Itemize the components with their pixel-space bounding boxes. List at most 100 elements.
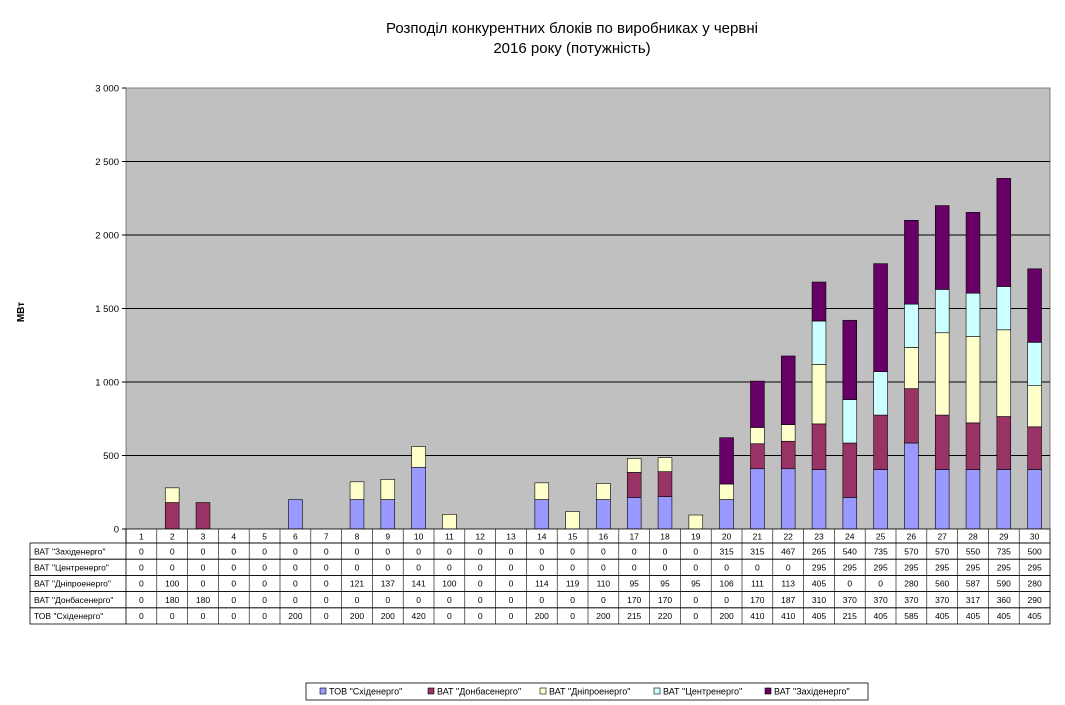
bar-segment [719, 499, 734, 530]
bar-segment [780, 424, 796, 442]
bar-segment [411, 466, 426, 530]
chart-title-line1: Розподіл конкурентних блоків по виробник… [386, 20, 758, 37]
bar-segment [195, 502, 211, 530]
bar-segment [965, 336, 981, 424]
table-cell-value: 215 [627, 611, 641, 621]
bar-segment [1027, 268, 1042, 343]
bar-segment [750, 443, 765, 470]
table-cell-value: 295 [966, 563, 980, 573]
bar-segment [842, 399, 858, 444]
category-label: 28 [968, 532, 978, 542]
category-label: 13 [506, 532, 516, 542]
table-cell-value: 0 [262, 611, 267, 621]
category-label: 16 [599, 532, 609, 542]
legend-label: ВАТ "Центренерго" [663, 687, 742, 697]
bar-segment [164, 502, 180, 530]
table-cell-value: 121 [350, 579, 364, 589]
table-cell-value: 0 [231, 595, 236, 605]
table-cell-value: 0 [416, 563, 421, 573]
table-cell-value: 95 [691, 579, 701, 589]
table-cell-value: 200 [720, 611, 734, 621]
bar-segment [380, 499, 396, 530]
table-cell-value: 0 [324, 579, 329, 589]
legend-label: ВАТ "Дніпроенерго" [549, 687, 630, 697]
table-cell-value: 0 [385, 595, 390, 605]
category-label: 24 [845, 532, 855, 542]
bar-segment [626, 472, 642, 498]
table-cell-value: 180 [196, 595, 210, 605]
category-label: 26 [907, 532, 917, 542]
table-cell-value: 570 [904, 546, 918, 556]
table-cell-value: 0 [231, 579, 236, 589]
bar-segment [780, 355, 796, 425]
bar-segment [965, 469, 981, 530]
bar-segment [750, 468, 765, 530]
table-cell-value: 370 [843, 595, 857, 605]
table-cell-value: 0 [262, 546, 267, 556]
table-cell-value: 0 [201, 546, 206, 556]
table-cell-value: 141 [412, 579, 426, 589]
table-cell-value: 0 [755, 563, 760, 573]
table-cell-value: 0 [478, 579, 483, 589]
table-cell-value: 0 [139, 546, 144, 556]
bar-segment [873, 263, 888, 373]
table-cell-value: 0 [570, 563, 575, 573]
category-label: 21 [753, 532, 763, 542]
table-cell-value: 405 [997, 611, 1011, 621]
table-cell-value: 0 [539, 595, 544, 605]
bar-segment [965, 292, 981, 337]
table-cell-value: 110 [597, 579, 611, 589]
grid-lines [126, 161, 1050, 456]
y-tick-label: 0 [114, 525, 119, 536]
table-cell-value: 295 [874, 563, 888, 573]
category-label: 17 [629, 532, 639, 542]
bar-segment [750, 427, 765, 445]
table-cell-value: 0 [478, 595, 483, 605]
table-cell-value: 370 [874, 595, 888, 605]
table-cell-value: 0 [478, 563, 483, 573]
category-label: 29 [999, 532, 1009, 542]
category-label: 30 [1030, 532, 1040, 542]
table-cell-value: 405 [1028, 611, 1042, 621]
bar-segment [565, 511, 580, 530]
bar-segment [904, 303, 919, 348]
table-cell-value: 405 [812, 579, 826, 589]
bar-segment [596, 499, 611, 530]
table-cell-value: 0 [139, 563, 144, 573]
table-cell-value: 420 [412, 611, 426, 621]
table-cell-value: 200 [596, 611, 610, 621]
table-cell-value: 0 [293, 546, 298, 556]
table-cell-value: 0 [478, 546, 483, 556]
bar-segment [811, 469, 827, 530]
table-cell-value: 170 [627, 595, 641, 605]
table-cell-value: 180 [165, 595, 179, 605]
table-cell-value: 280 [904, 579, 918, 589]
table-cell-value: 0 [509, 546, 514, 556]
table-cell-value: 0 [324, 563, 329, 573]
table-cell-value: 0 [632, 546, 637, 556]
table-cell-value: 405 [966, 611, 980, 621]
bar-segment [934, 205, 950, 290]
bar-segment [873, 469, 888, 530]
bar-segment [626, 497, 642, 530]
table-cell-value: 0 [262, 563, 267, 573]
y-tick-label: 3 000 [95, 84, 119, 95]
table-cell-value: 0 [509, 563, 514, 573]
table-cell-value: 370 [935, 595, 949, 605]
table-cell-value: 295 [812, 563, 826, 573]
bar-segment [1027, 469, 1042, 530]
bar-segment [442, 513, 457, 530]
table-cell-value: 0 [693, 595, 698, 605]
table-cell-value: 587 [966, 579, 980, 589]
bar-segment [164, 487, 180, 503]
category-label: 1 [139, 532, 144, 542]
table-cell-value: 220 [658, 611, 672, 621]
table-cell-value: 200 [288, 611, 302, 621]
table-cell-value: 0 [139, 579, 144, 589]
table-cell-value: 0 [355, 546, 360, 556]
bar-segment [811, 364, 827, 425]
table-cell-value: 310 [812, 595, 826, 605]
table-cell-value: 0 [693, 611, 698, 621]
table-cell-value: 114 [535, 579, 549, 589]
table-cell-value: 200 [535, 611, 549, 621]
